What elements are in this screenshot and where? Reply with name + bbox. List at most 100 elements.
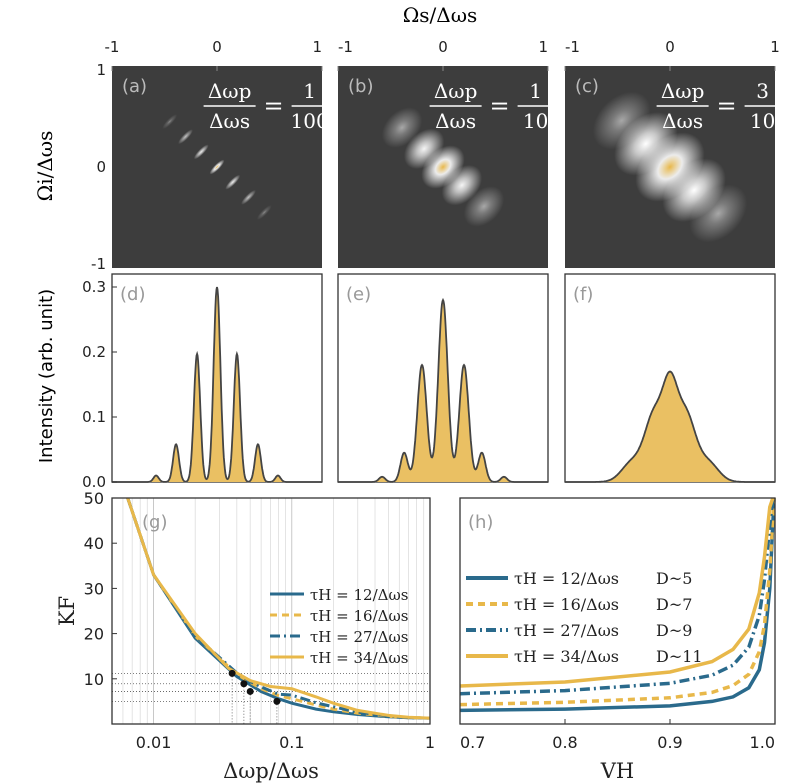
marker-point [246,687,254,695]
y-tick-label: 40 [84,534,104,553]
equals-sign: = [264,92,284,120]
heatmap-lobe [441,164,483,206]
intensity-panel-d: (d) [111,273,323,483]
x-tick-label: 0.7 [460,733,485,752]
x-axis-label: Δωp/Δωs [223,759,319,783]
legend-extra: D~7 [656,595,692,614]
legend-extra: D~11 [656,647,703,666]
series-line-2 [459,497,776,707]
heatmap-lobe [463,186,505,227]
heatmap-panel-a: (a) Δωp Δωs = 1 100 [111,66,329,268]
heatmap-lobe [193,144,209,160]
top-tick-label: 0 [665,38,675,56]
heatmap-lobe [225,174,241,190]
panel-label: (g) [142,512,167,533]
x-tick-label: 0.1 [279,733,304,752]
top-tick-label: -1 [105,38,120,56]
plot-area [460,498,775,724]
y-tick-label: 20 [84,625,104,644]
left-axis-label: Ωi/Δωs [33,131,57,202]
marker-point [273,697,281,705]
ratio-denominator: Δωs [435,109,476,133]
legend-label: τH = 34/Δωs [514,647,619,666]
intensity-area [112,287,322,482]
series-line-3 [459,497,775,696]
left-tick-label: 0 [96,158,106,176]
legend-extra: D~9 [656,621,692,640]
heatmap-panel-b: (b) Δωp Δωs = 1 10 [337,66,554,268]
intensity-curve [565,370,775,483]
heatmap-lobe [689,184,748,243]
series-line-4 [459,497,775,688]
heatmap-lobe [209,159,225,175]
legend-label: τH = 16/Δωs [310,607,408,625]
panel-label: (b) [348,76,373,97]
y-tick-label: 0.2 [82,343,106,361]
intensity-curve [338,297,548,483]
left-tick-label: 1 [96,61,106,79]
intensity-axis-label: Intensity (arb. unit) [36,289,57,463]
heatmap-lobe [256,205,272,220]
plot-frame [111,497,431,725]
ratio-value-numerator: 1 [303,79,316,103]
ratio-denominator: Δωs [662,109,703,133]
ratio-value-denominator: 10 [750,109,775,133]
series-line-1 [459,497,776,713]
ratio-numerator: Δωp [434,79,478,103]
ratio-annotation: Δωp Δωs = 3 10 [656,79,781,133]
ratio-value-denominator: 100 [291,109,329,133]
y-tick-label: 0.0 [82,473,106,491]
legend-label: τH = 12/Δωs [310,586,408,604]
ratio-annotation: Δωp Δωs = 1 100 [203,79,329,133]
y-tick-label: 0.1 [82,408,106,426]
top-tick-label: -1 [565,38,580,56]
heatmap-panel-c: (c) Δωp Δωs = 3 10 [564,66,781,268]
x-tick-label: 1 [425,733,435,752]
ratio-numerator: Δωp [208,79,252,103]
legend-label: τH = 27/Δωs [514,621,619,640]
x-tick-label: 0.9 [657,733,682,752]
ratio-annotation: Δωp Δωs = 1 10 [429,79,554,133]
marker-point [228,669,236,677]
legend-label: τH = 34/Δωs [310,649,408,667]
equals-sign: = [490,92,510,120]
heatmap-lobe [241,189,256,205]
legend: τH = 12/Δωs D~5 τH = 16/Δωs D~7 τH = 27/Δωs D… [466,569,703,666]
heatmap-lobe [162,114,178,129]
x-tick-label: 1.0 [750,733,775,752]
panel-label: (e) [346,284,371,305]
line-panel-h: (h) τH = 12/Δωs D~5 τH = 16/Δωs D~7 τH = 27/Δ… [459,497,776,725]
x-tick-label: 0.01 [136,733,172,752]
intensity-panel-f: (f) [564,273,776,483]
ratio-value-numerator: 1 [529,79,542,103]
panel-label: (d) [120,284,145,305]
left-tick-label: -1 [91,255,106,273]
top-axis-label: Ωs/Δωs [403,3,478,27]
marker-point [240,680,248,688]
ratio-denominator: Δωs [209,109,250,133]
equals-sign: = [717,92,737,120]
panel-label: (h) [468,512,493,533]
legend-extra: D~5 [656,569,692,588]
heatmap-lobe [381,107,423,148]
top-tick-label: 0 [212,38,222,56]
ratio-value-numerator: 3 [756,79,769,103]
legend: τH = 12/Δωs τH = 16/Δωs τH = 27/Δωs τH = 34… [270,586,408,667]
y-axis-label: KF [55,596,79,626]
heatmap-lobe [178,129,193,145]
ratio-numerator: Δωp [661,79,705,103]
top-tick-label: 1 [538,38,548,56]
series-line-4 [126,497,431,720]
y-tick-label: 50 [84,489,104,508]
legend-label: τH = 12/Δωs [514,569,619,588]
y-tick-label: 0.3 [82,278,106,296]
panel-label: (a) [122,76,147,97]
intensity-area [565,371,775,482]
x-axis-label: VH [600,759,634,783]
legend-label: τH = 16/Δωs [514,595,619,614]
top-tick-label: 1 [312,38,322,56]
y-tick-label: 10 [84,670,104,689]
top-tick-label: -1 [338,38,353,56]
